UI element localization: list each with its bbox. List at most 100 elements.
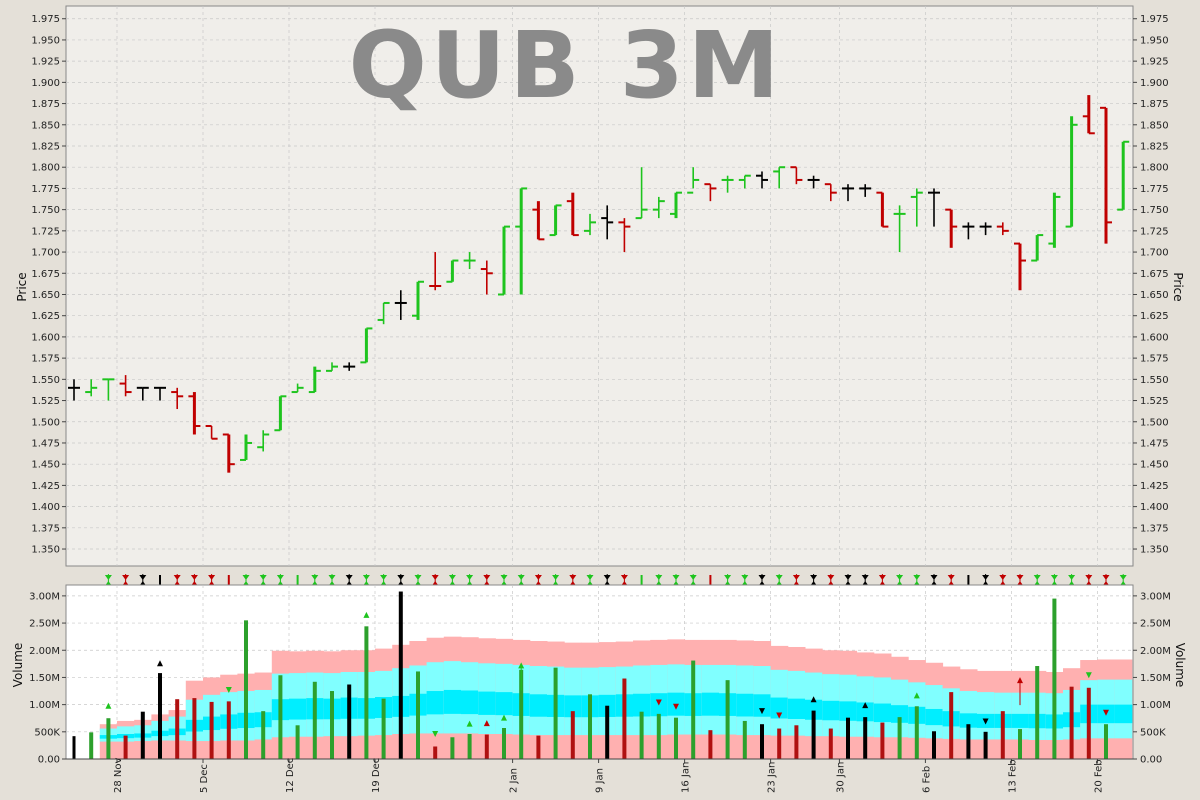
volume-tick-label-right: 2.50M bbox=[1140, 619, 1171, 630]
ohlc-bar bbox=[532, 201, 545, 241]
price-tick-label-left: 1.775 bbox=[31, 184, 60, 195]
band-inner bbox=[1011, 713, 1030, 728]
price-panel bbox=[65, 5, 1134, 567]
volume-tick-label-right: 500K bbox=[1140, 727, 1166, 738]
volume-marker-up bbox=[483, 720, 490, 727]
ohlc-bar bbox=[515, 187, 528, 295]
ohlc-bar bbox=[240, 434, 252, 461]
volume-bar bbox=[450, 737, 455, 759]
ohlc-bar bbox=[308, 366, 321, 394]
ohlc-bar bbox=[136, 386, 149, 401]
volume-bar bbox=[725, 680, 730, 759]
price-tick-label-left: 1.900 bbox=[31, 78, 60, 89]
signal-arrow-down bbox=[672, 575, 680, 580]
volume-tick-label-left: 0.00 bbox=[38, 755, 60, 766]
volume-tick-label-left: 2.00M bbox=[29, 646, 60, 657]
volume-bar bbox=[1035, 666, 1040, 759]
signal-arrow-down bbox=[380, 575, 388, 580]
price-tick-label-left: 1.975 bbox=[31, 14, 60, 25]
volume-marker-arrow bbox=[1017, 677, 1023, 684]
price-tick-label-right: 1.675 bbox=[1140, 269, 1169, 280]
volume-marker-down bbox=[673, 703, 679, 710]
volume-bar bbox=[828, 728, 833, 759]
band-inner bbox=[770, 697, 789, 719]
signal-arrow-down bbox=[1119, 575, 1127, 580]
ohlc-bar bbox=[291, 383, 304, 394]
price-y-axis-right: 1.350 1.375 1.400 1.425 1.450 1.475 1.500 1.525… bbox=[1133, 14, 1169, 556]
band-inner bbox=[478, 691, 496, 715]
signal-arrow-down bbox=[655, 575, 663, 580]
price-tick-label-right: 1.575 bbox=[1140, 354, 1169, 365]
signal-arrow-down bbox=[500, 575, 508, 580]
chart-title: QUB 3M bbox=[349, 12, 784, 119]
volume-tick-label-right: 1.50M bbox=[1140, 673, 1171, 684]
price-tick-label-right: 1.875 bbox=[1140, 99, 1169, 110]
ohlc-bar bbox=[1065, 116, 1078, 228]
volume-bar bbox=[295, 725, 300, 759]
price-tick-label-right: 1.900 bbox=[1140, 78, 1169, 89]
volume-marker-down bbox=[655, 699, 662, 706]
price-tick-label-left: 1.675 bbox=[31, 269, 60, 280]
volume-bar bbox=[570, 711, 575, 759]
ohlc-bar bbox=[842, 184, 854, 202]
signal-arrow-down bbox=[947, 575, 955, 580]
signal-arrow-down bbox=[190, 575, 198, 580]
ohlc-bar bbox=[652, 196, 665, 219]
volume-bar bbox=[1052, 598, 1057, 759]
signal-arrow-down bbox=[276, 575, 284, 580]
price-tick-label-left: 1.450 bbox=[31, 460, 60, 471]
signal-arrow-down bbox=[345, 575, 353, 580]
volume-marker-arrow bbox=[518, 662, 525, 669]
signal-arrow-down bbox=[1068, 575, 1076, 580]
signal-arrow-down bbox=[534, 575, 542, 580]
volume-marker-up bbox=[363, 611, 370, 618]
ohlc-bar bbox=[962, 222, 975, 240]
price-tick-label-right: 1.525 bbox=[1140, 396, 1169, 407]
signal-arrow-down bbox=[517, 575, 525, 580]
volume-marker-up bbox=[501, 714, 507, 721]
price-tick-label-left: 1.375 bbox=[31, 523, 60, 534]
signal-arrow-down bbox=[689, 575, 697, 580]
volume-y-axis-left: 0.00 500K 1.00M 1.50M 2.00M 2.50M 3.00M bbox=[29, 591, 66, 766]
volume-bar bbox=[502, 728, 506, 759]
x-tick-label: 6 Feb bbox=[921, 766, 932, 793]
volume-tick-label-left: 500K bbox=[34, 727, 60, 738]
x-tick-label: 19 Dec bbox=[371, 758, 382, 793]
band-inner bbox=[529, 694, 548, 717]
signal-arrow-down bbox=[758, 575, 766, 580]
ohlc-bar bbox=[704, 183, 717, 202]
ohlc-bar bbox=[807, 175, 820, 189]
signal-arrow-down bbox=[483, 575, 491, 580]
signal-arrow-down bbox=[552, 575, 560, 580]
volume-bar bbox=[1018, 729, 1022, 759]
volume-marker-up bbox=[913, 692, 920, 699]
band-inner bbox=[461, 690, 479, 715]
ohlc-bar bbox=[721, 175, 734, 193]
ohlc-bar bbox=[205, 425, 218, 440]
ohlc-bar bbox=[601, 205, 614, 240]
signal-arrow-down bbox=[311, 575, 319, 580]
signal-arrow-down bbox=[603, 575, 611, 580]
ohlc-bar bbox=[928, 188, 940, 227]
volume-marker-down bbox=[776, 712, 783, 719]
volume-bar bbox=[433, 746, 438, 759]
ohlc-bar bbox=[773, 166, 786, 189]
volume-tick-label-left: 1.50M bbox=[29, 673, 60, 684]
signal-arrow-down bbox=[982, 575, 990, 580]
price-tick-label-right: 1.625 bbox=[1140, 311, 1169, 322]
price-tick-label-right: 1.825 bbox=[1140, 142, 1169, 153]
ohlc-bar bbox=[670, 191, 682, 219]
volume-bar bbox=[760, 724, 764, 759]
ohlc-bar bbox=[394, 290, 407, 320]
band-inner bbox=[822, 700, 840, 721]
ohlc-bar bbox=[377, 301, 390, 325]
volume-marker-up bbox=[810, 696, 817, 703]
price-tick-label-left: 1.550 bbox=[31, 375, 60, 386]
price-y-axis-label-left: Price bbox=[15, 272, 29, 301]
ohlc-bar bbox=[463, 252, 476, 270]
volume-bar bbox=[312, 681, 317, 759]
ohlc-bar bbox=[360, 327, 373, 364]
volume-tick-label-right: 1.00M bbox=[1140, 700, 1171, 711]
band-inner bbox=[443, 689, 462, 714]
price-tick-label-right: 1.400 bbox=[1140, 502, 1169, 513]
